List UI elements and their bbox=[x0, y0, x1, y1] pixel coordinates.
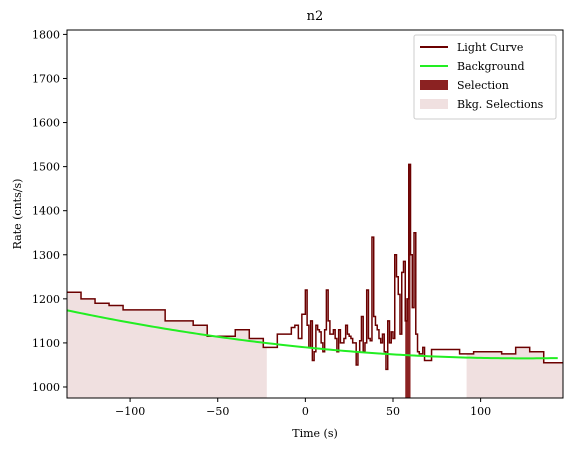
bkg-selection-region-1 bbox=[67, 292, 267, 398]
bkg-selections-layer bbox=[67, 292, 563, 398]
x-tick-label: −50 bbox=[206, 405, 229, 418]
y-tick-label: 1400 bbox=[32, 205, 60, 218]
x-axis: −100 −50 0 50 100 bbox=[115, 398, 491, 418]
legend-swatch bbox=[420, 99, 448, 109]
y-tick-label: 1100 bbox=[32, 337, 60, 350]
x-tick-label: 50 bbox=[386, 405, 400, 418]
chart-title: n2 bbox=[307, 9, 324, 24]
x-tick-label: 100 bbox=[470, 405, 491, 418]
x-tick-label: −100 bbox=[115, 405, 145, 418]
legend-label: Selection bbox=[457, 79, 509, 92]
y-axis: 1000 1100 1200 1300 1400 1500 1600 1700 1800 bbox=[32, 28, 67, 394]
selection-region-1 bbox=[405, 164, 411, 398]
bkg-selection-region-2 bbox=[466, 347, 563, 398]
legend-frame bbox=[413, 34, 557, 120]
y-tick-label: 1200 bbox=[32, 293, 60, 306]
legend-swatch bbox=[420, 80, 448, 90]
legend-label: Background bbox=[457, 60, 525, 73]
legend-label: Bkg. Selections bbox=[457, 98, 544, 111]
legend: Light Curve Background Selection Bkg. Selec… bbox=[413, 34, 557, 120]
light-curve-series bbox=[67, 163, 563, 371]
legend-label: Light Curve bbox=[457, 41, 523, 54]
y-tick-label: 1300 bbox=[32, 249, 60, 262]
y-tick-label: 1000 bbox=[32, 381, 60, 394]
background-layer bbox=[67, 309, 558, 360]
y-tick-label: 1700 bbox=[32, 72, 60, 85]
y-tick-label: 1600 bbox=[32, 117, 60, 130]
background-series bbox=[67, 309, 558, 360]
y-tick-label: 1800 bbox=[32, 28, 60, 41]
x-tick-label: 0 bbox=[302, 405, 309, 418]
x-axis-label: Time (s) bbox=[292, 427, 338, 440]
plot-frame bbox=[66, 29, 564, 399]
y-tick-label: 1500 bbox=[32, 161, 60, 174]
y-axis-label: Rate (cnts/s) bbox=[11, 179, 24, 250]
selection-layer bbox=[405, 164, 411, 398]
light-curve-layer bbox=[67, 163, 563, 371]
